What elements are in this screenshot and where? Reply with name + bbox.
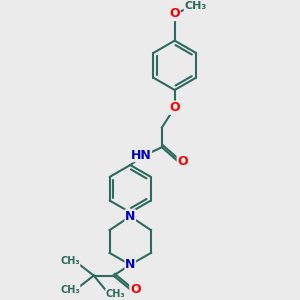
Text: HN: HN xyxy=(131,149,152,162)
Text: O: O xyxy=(169,8,180,20)
Text: N: N xyxy=(125,210,135,223)
Text: CH₃: CH₃ xyxy=(60,285,80,296)
Text: CH₃: CH₃ xyxy=(184,1,206,11)
Text: CH₃: CH₃ xyxy=(60,256,80,266)
Text: O: O xyxy=(177,154,188,168)
Text: N: N xyxy=(125,258,135,271)
Text: O: O xyxy=(130,283,140,296)
Text: CH₃: CH₃ xyxy=(106,289,125,299)
Text: O: O xyxy=(169,101,180,114)
